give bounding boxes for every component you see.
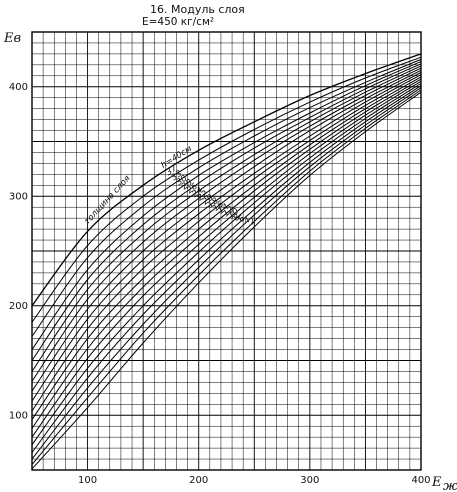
series-line-14 — [31, 78, 422, 429]
series-line-33 — [31, 58, 422, 337]
series-line-37 — [31, 56, 422, 323]
x-tick-label: 200 — [189, 475, 208, 486]
y-axis-label: Eв — [3, 31, 21, 46]
series-line-h=40см — [31, 53, 422, 307]
y-tick-label: 300 — [9, 191, 28, 202]
series-label-h=40см: h=40см — [159, 144, 194, 171]
series-line-18 — [31, 74, 422, 412]
series-line-30 — [31, 61, 422, 350]
x-axis-label: E ж — [431, 475, 457, 492]
series-line-24 — [31, 67, 422, 382]
series-label-prefix: толщина слоя — [82, 174, 132, 227]
chart-subtitle: E=450 кг/см² — [142, 16, 214, 28]
series-line-26 — [31, 65, 422, 372]
series-line-6 — [31, 87, 422, 460]
plot-frame — [31, 31, 422, 471]
x-axis-ticks: 100 200 300 400 — [78, 475, 431, 486]
x-tick-label: 400 — [411, 475, 430, 486]
series-label-8: 8 — [232, 212, 243, 223]
y-axis-label-text: Eв — [3, 31, 21, 46]
x-tick-label: 300 — [300, 475, 319, 486]
series-label-2: 2 — [247, 216, 258, 227]
x-axis-label-subscript: ж — [443, 479, 457, 492]
series-curves — [31, 53, 422, 470]
series-label-4: 4 — [242, 215, 253, 226]
x-axis-label-text: E — [431, 475, 442, 490]
series-line-12 — [31, 80, 422, 438]
chart-title: 16. Модуль слоя — [150, 3, 245, 16]
y-tick-label: 200 — [9, 301, 28, 312]
y-axis-ticks: 100 200 300 400 — [9, 82, 28, 422]
series-line-16 — [31, 76, 422, 420]
series-label-6: 6 — [237, 213, 248, 224]
y-tick-label: 400 — [9, 82, 28, 93]
series-line-22 — [31, 69, 422, 392]
x-tick-label: 100 — [78, 475, 97, 486]
plot-border — [31, 31, 422, 471]
chart-grid — [31, 31, 422, 471]
series-line-2 — [31, 91, 422, 470]
y-tick-label: 100 — [9, 410, 28, 421]
series-line-28 — [31, 63, 422, 361]
series-line-20 — [31, 72, 422, 402]
series-line-4 — [31, 89, 422, 465]
series-line-8 — [31, 85, 422, 453]
series-line-10 — [31, 83, 422, 446]
